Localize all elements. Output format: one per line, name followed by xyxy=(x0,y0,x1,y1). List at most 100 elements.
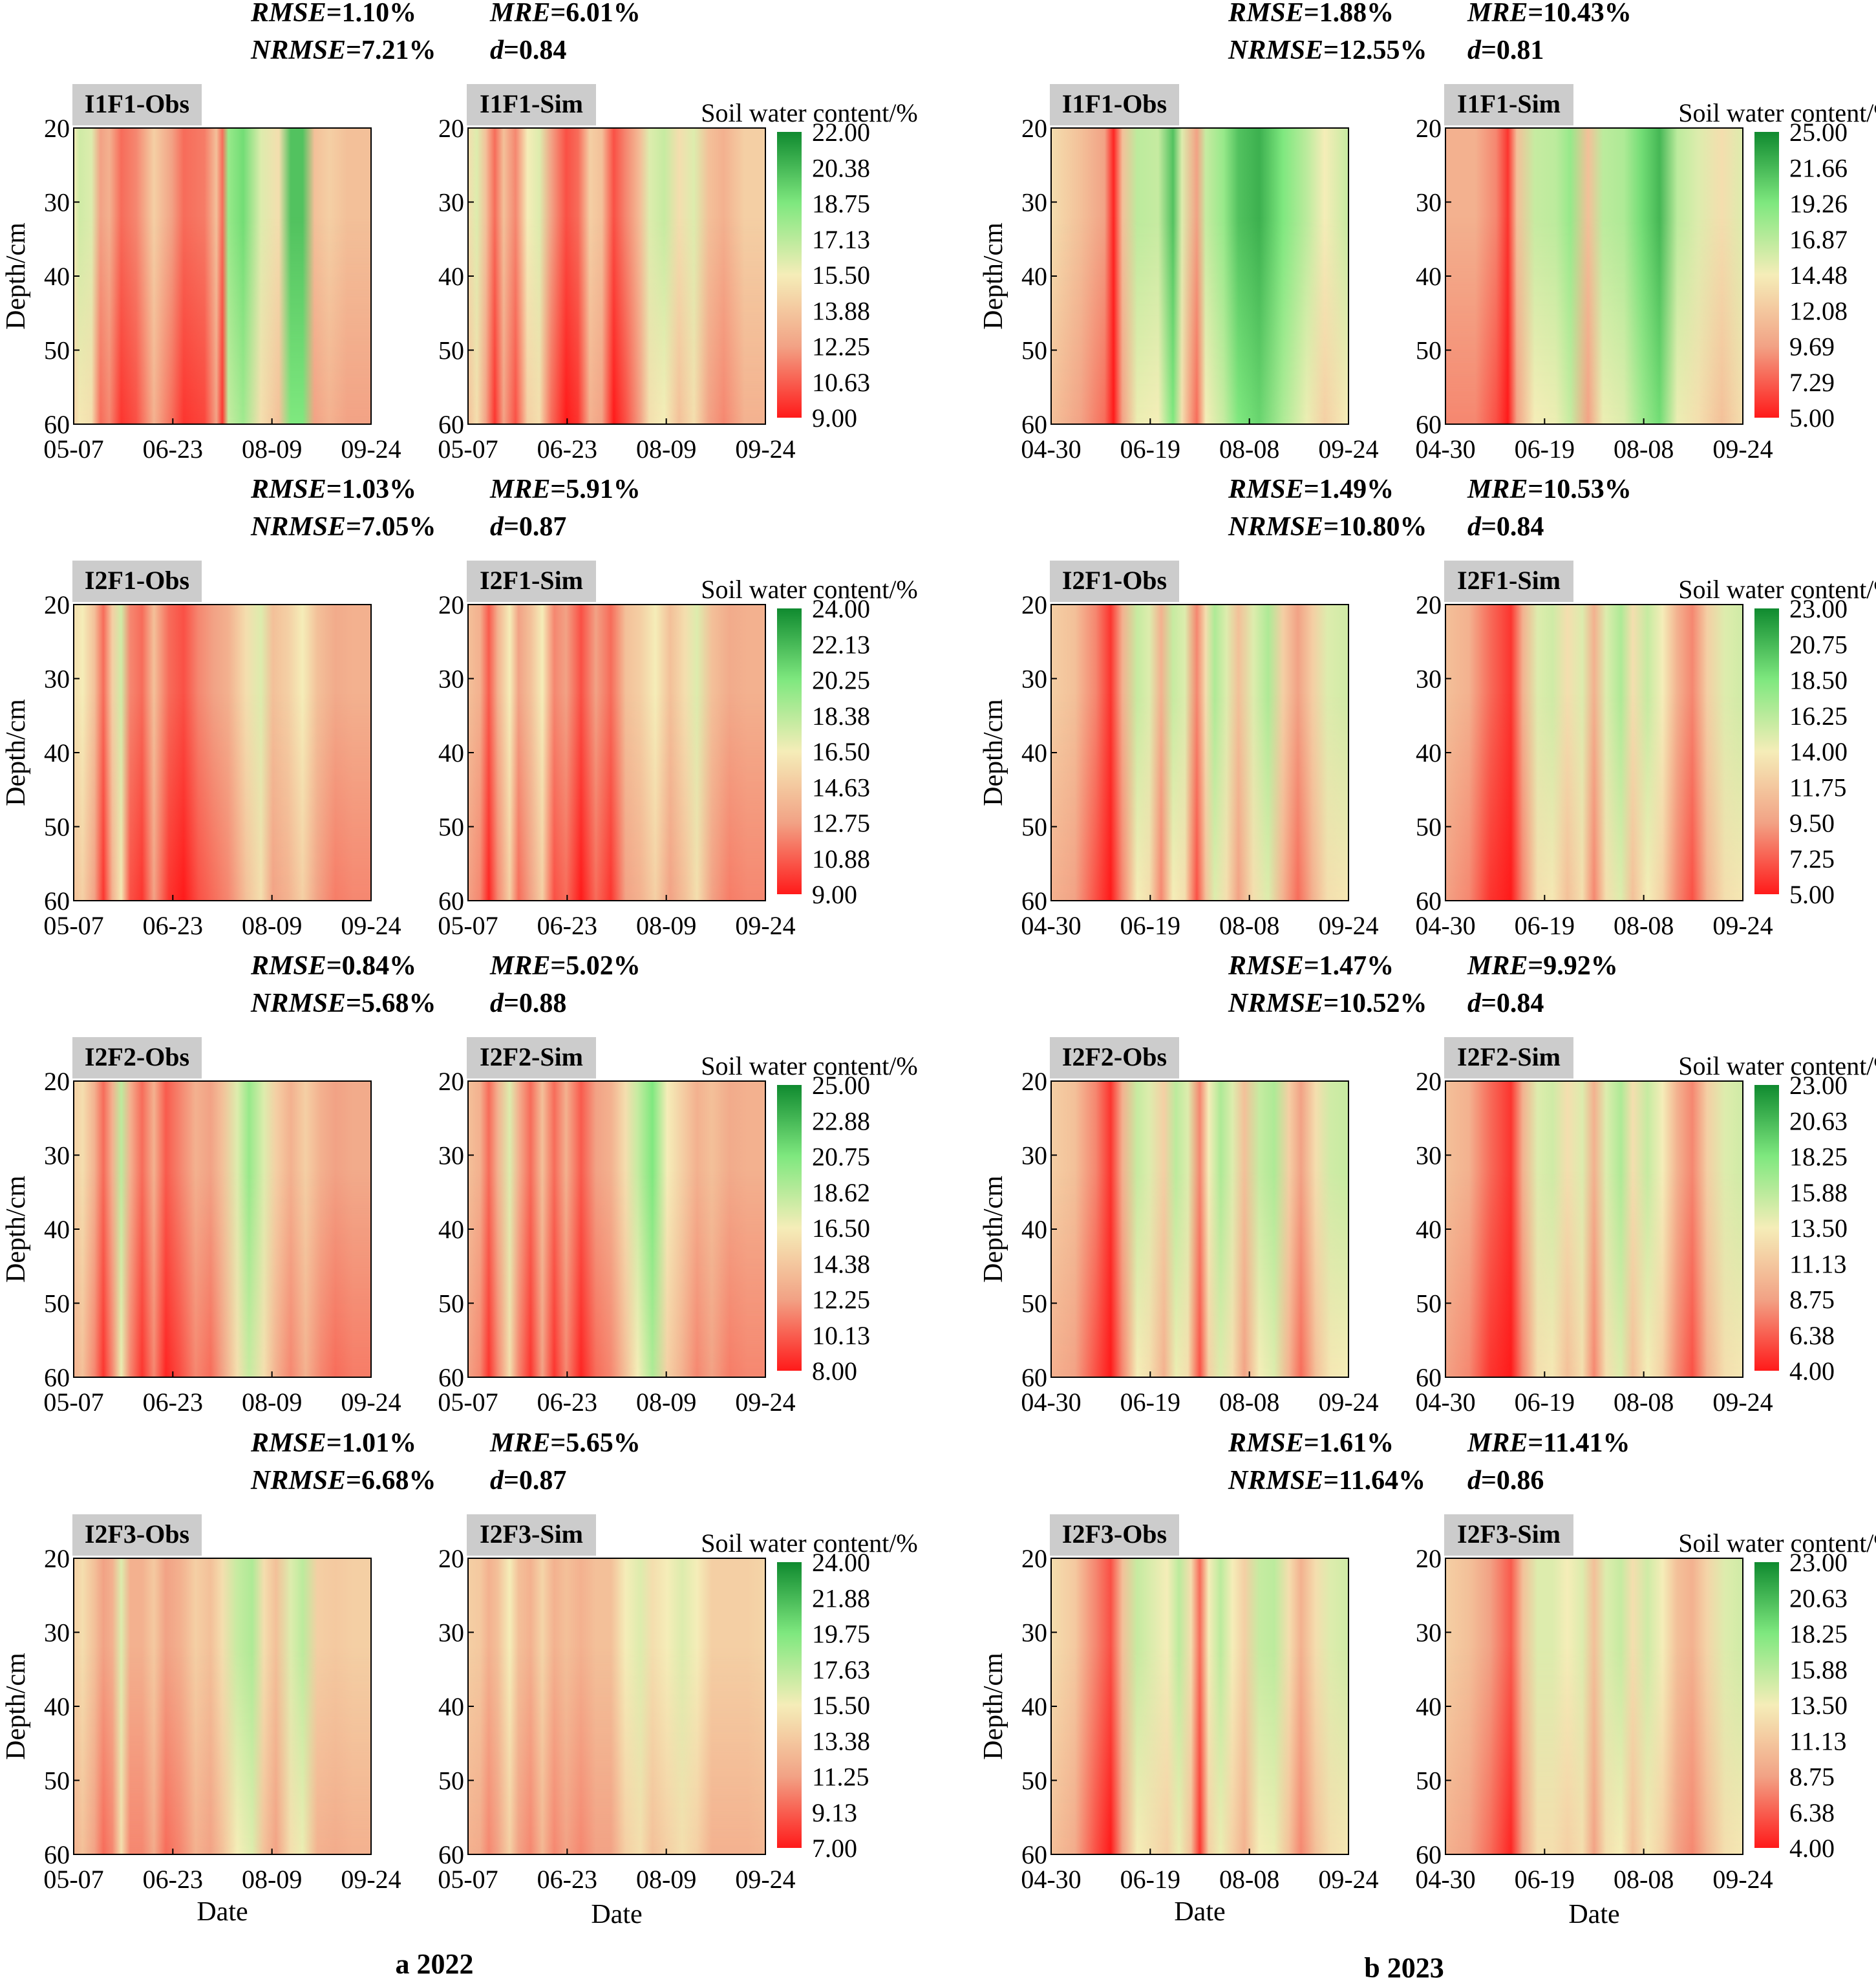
x-tick-label: 09-24 xyxy=(1318,911,1378,940)
stat-rmse: RMSE=1.01% xyxy=(250,1428,416,1458)
colorbar-tick-label: 14.48 xyxy=(1789,261,1848,290)
heatmap-deep-layer xyxy=(1051,1081,1348,1377)
colorbar-tick-label: 11.13 xyxy=(1789,1726,1847,1755)
x-tick-label: 06-23 xyxy=(537,911,597,940)
heatmap-deep-layer xyxy=(74,1081,371,1377)
x-tick-label: 09-24 xyxy=(1712,911,1773,940)
x-axis-label: Date xyxy=(1568,1900,1619,1929)
y-axis-label: Depth/cm xyxy=(1,1653,31,1760)
colorbar-tick-label: 12.25 xyxy=(812,332,870,361)
panel-title: I1F1-Sim xyxy=(480,89,583,118)
colorbar xyxy=(1754,608,1779,894)
colorbar-tick-label: 19.26 xyxy=(1789,189,1848,219)
panel-title-box xyxy=(1050,1514,1179,1556)
colorbar-tick-label: 12.75 xyxy=(812,809,870,838)
stat-rmse: RMSE=1.88% xyxy=(1228,0,1394,28)
stat-d: d=0.81 xyxy=(1467,36,1544,65)
colorbar-tick-label: 24.00 xyxy=(812,1548,870,1577)
y-tick-label: 50 xyxy=(44,336,70,365)
panel-title-box xyxy=(1444,1514,1573,1556)
colorbar-tick-label: 20.25 xyxy=(812,666,870,695)
panel-title: I2F2-Obs xyxy=(1062,1042,1167,1071)
x-tick-label: 06-19 xyxy=(1515,911,1575,940)
colorbar-tick-label: 4.00 xyxy=(1789,1834,1835,1863)
x-axis-label: Date xyxy=(1174,1897,1225,1927)
x-tick-label: 08-08 xyxy=(1614,435,1674,464)
colorbar-tick-label: 16.25 xyxy=(1789,702,1848,731)
stat-rmse: RMSE=1.10% xyxy=(250,0,416,28)
x-tick-label: 06-19 xyxy=(1120,911,1180,940)
stat-d: d=0.87 xyxy=(490,512,566,542)
colorbar-tick-label: 10.88 xyxy=(812,844,870,874)
stat-rmse: RMSE=0.84% xyxy=(250,951,416,981)
colorbar-tick-label: 9.50 xyxy=(1789,809,1835,838)
y-tick-label: 60 xyxy=(1416,886,1442,916)
colorbar-tick-label: 20.38 xyxy=(812,153,870,182)
y-tick-label: 20 xyxy=(44,114,70,143)
x-tick-label: 08-09 xyxy=(242,1388,302,1417)
colorbar-tick-label: 15.50 xyxy=(812,261,870,290)
colorbar-title: Soil water content/% xyxy=(701,575,917,604)
y-tick-label: 40 xyxy=(1021,1215,1047,1244)
stat-d: d=0.84 xyxy=(1467,512,1544,542)
y-tick-label: 50 xyxy=(1416,1289,1442,1318)
x-tick-label: 06-23 xyxy=(143,435,203,464)
panel-title: I2F1-Sim xyxy=(1457,566,1561,595)
panel-title: I2F2-Obs xyxy=(85,1042,189,1071)
y-tick-label: 20 xyxy=(1416,590,1442,619)
colorbar-tick-label: 18.25 xyxy=(1789,1620,1848,1649)
colorbar xyxy=(1754,132,1779,418)
x-tick-label: 08-08 xyxy=(1614,1388,1674,1417)
stat-d: d=0.84 xyxy=(490,36,566,65)
colorbar-tick-label: 25.00 xyxy=(1789,118,1848,147)
y-tick-label: 40 xyxy=(1416,262,1442,291)
x-tick-label: 09-24 xyxy=(1712,435,1773,464)
y-tick-label: 30 xyxy=(1416,665,1442,694)
x-tick-label: 09-24 xyxy=(735,911,795,940)
panel-title: I2F3-Sim xyxy=(480,1519,583,1549)
y-tick-label: 30 xyxy=(1416,1618,1442,1647)
colorbar-title: Soil water content/% xyxy=(1678,1529,1876,1558)
x-tick-label: 09-24 xyxy=(735,1865,795,1894)
colorbar-tick-label: 15.50 xyxy=(812,1691,870,1720)
x-tick-label: 05-07 xyxy=(438,1388,498,1417)
x-axis-label: Date xyxy=(591,1900,642,1929)
y-tick-label: 30 xyxy=(1021,1141,1047,1170)
y-tick-label: 50 xyxy=(1021,336,1047,365)
colorbar-tick-label: 7.25 xyxy=(1789,844,1835,874)
x-tick-label: 08-09 xyxy=(636,911,696,940)
colorbar-tick-label: 20.63 xyxy=(1789,1583,1848,1613)
x-axis-label: Date xyxy=(197,1897,248,1927)
panel-title-box xyxy=(1444,1037,1573,1078)
colorbar-tick-label: 13.50 xyxy=(1789,1691,1848,1720)
y-tick-label: 60 xyxy=(1416,1363,1442,1392)
y-axis-label: Depth/cm xyxy=(1,222,31,330)
x-tick-label: 06-23 xyxy=(537,1865,597,1894)
y-tick-label: 20 xyxy=(438,1544,464,1573)
x-tick-label: 05-07 xyxy=(438,1865,498,1894)
x-tick-label: 06-19 xyxy=(1515,1388,1575,1417)
y-tick-label: 20 xyxy=(44,1544,70,1573)
x-tick-label: 06-23 xyxy=(143,1865,203,1894)
y-tick-label: 50 xyxy=(438,336,464,365)
stat-nrmse: NRMSE=12.55% xyxy=(1228,36,1427,65)
colorbar-tick-label: 22.00 xyxy=(812,118,870,147)
stat-nrmse: NRMSE=10.52% xyxy=(1228,989,1427,1018)
colorbar-tick-label: 6.38 xyxy=(1789,1321,1835,1350)
stat-nrmse: NRMSE=7.05% xyxy=(250,512,436,542)
y-tick-label: 40 xyxy=(1416,1692,1442,1721)
colorbar-tick-label: 23.00 xyxy=(1789,1071,1848,1100)
figure-label-2022: a 2022 xyxy=(396,1948,474,1980)
panel-title-box xyxy=(467,561,596,602)
colorbar-tick-label: 23.00 xyxy=(1789,1548,1848,1577)
x-tick-label: 08-08 xyxy=(1219,1865,1279,1894)
x-tick-label: 08-08 xyxy=(1614,1865,1674,1894)
colorbar-tick-label: 12.25 xyxy=(812,1285,870,1314)
colorbar-tick-label: 18.25 xyxy=(1789,1143,1848,1172)
colorbar-tick-label: 5.00 xyxy=(1789,403,1835,433)
heatmap-deep-layer xyxy=(74,128,371,424)
